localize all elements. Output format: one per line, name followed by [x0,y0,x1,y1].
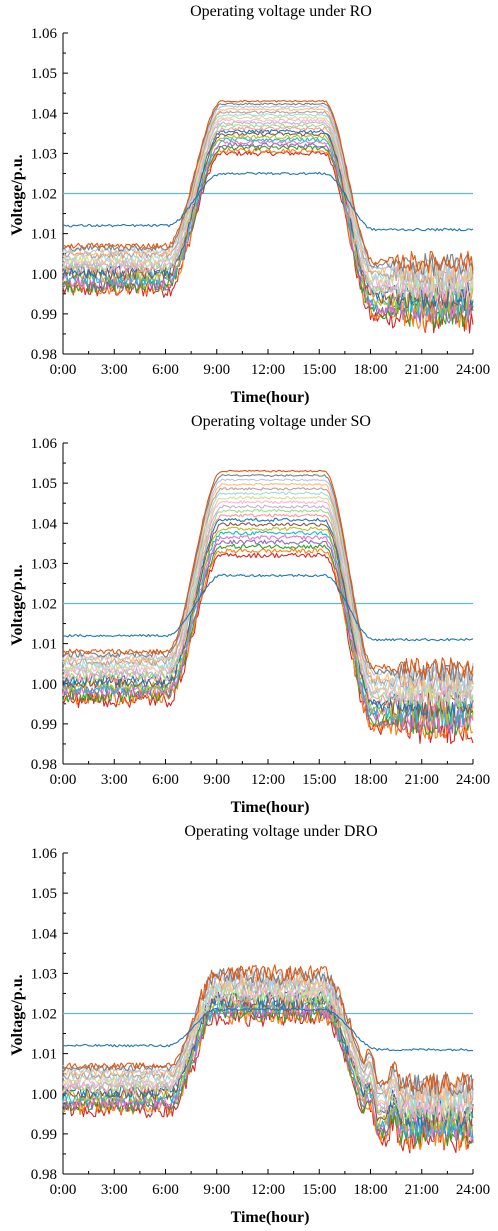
y-tick-label: 1.06 [31,846,58,862]
plot-area: 0.98 0.99 1.00 1.01 1.02 1.03 1.04 1.05 1.06 0:00… [31,436,490,788]
x-tick-label: 12:00 [251,362,285,378]
y-axis-label: Voltage/p.u. [9,154,26,235]
bus-voltage-series [62,521,474,720]
y-tick-label: 0.98 [31,1167,57,1183]
y-tick-label: 0.98 [31,757,57,773]
x-tick-label: 24:00 [456,1182,490,1198]
y-tick-label: 1.04 [31,516,58,532]
x-tick-label: 18:00 [353,772,387,788]
x-tick-label: 15:00 [302,1182,336,1198]
bus-voltage-series [62,495,474,700]
x-tick-label: 0:00 [50,1182,77,1198]
chart-title: Operating voltage under RO [190,3,372,20]
bus-voltage-series [62,491,474,694]
y-tick-label: 1.00 [31,677,57,693]
x-tick-label: 3:00 [101,772,128,788]
x-tick-label: 15:00 [302,362,336,378]
bus-voltage-series [62,474,474,683]
x-tick-label: 21:00 [405,362,439,378]
bus-voltage-series [62,469,474,679]
x-tick-label: 0:00 [50,362,77,378]
y-tick-label: 1.01 [31,227,57,243]
x-axis-label: Time(hour) [231,1209,310,1226]
plot-area: 0.98 0.99 1.00 1.01 1.02 1.03 1.04 1.05 1.06 0:00… [31,846,490,1198]
y-tick-label: 1.05 [31,476,57,492]
bus-voltage-series [62,107,474,283]
x-tick-label: 6:00 [152,772,179,788]
y-tick-label: 1.06 [31,26,58,42]
y-tick-label: 1.05 [31,886,57,902]
bus-voltage-series [62,967,474,1097]
y-tick-label: 1.00 [31,1087,57,1103]
x-tick-label: 18:00 [353,362,387,378]
x-axis-label: Time(hour) [231,799,310,816]
bus-voltage-series [62,123,474,302]
feeder-head-voltage-series [62,171,474,232]
x-tick-label: 3:00 [101,1182,128,1198]
bus-voltage-series [62,543,474,736]
chart-dro: Operating voltage under DRO 0.98 0.99 1.00… [9,823,490,1226]
bus-voltage-series [62,150,474,334]
y-tick-label: 1.04 [31,926,58,942]
x-tick-label: 6:00 [152,1182,179,1198]
x-tick-label: 12:00 [251,1182,285,1198]
x-tick-label: 24:00 [456,362,490,378]
bus-voltage-series [62,530,474,727]
x-tick-label: 6:00 [152,362,179,378]
x-tick-label: 21:00 [405,1182,439,1198]
y-tick-label: 1.02 [31,597,57,613]
y-axis-label: Voltage/p.u. [9,564,26,645]
y-tick-label: 1.04 [31,106,58,122]
bus-voltage-series [62,482,474,690]
x-tick-label: 21:00 [405,772,439,788]
x-tick-label: 15:00 [302,772,336,788]
y-tick-label: 0.98 [31,347,57,363]
x-tick-label: 9:00 [203,362,230,378]
bus-voltage-series [62,110,474,285]
x-tick-label: 12:00 [251,772,285,788]
y-tick-label: 0.99 [31,1127,57,1143]
y-tick-label: 0.99 [31,307,57,323]
bus-voltage-series [62,980,474,1115]
chart-ro: Operating voltage under RO 0.98 0.99 1.00 1… [9,3,490,406]
x-tick-label: 0:00 [50,772,77,788]
chart-title: Operating voltage under SO [191,413,371,430]
y-tick-label: 1.03 [31,146,57,162]
bus-voltage-series [62,139,474,322]
y-tick-label: 1.00 [31,267,57,283]
y-tick-label: 0.99 [31,717,57,733]
feeder-head-voltage-series [62,1007,474,1052]
x-axis-label: Time(hour) [231,389,310,406]
bus-voltage-series [62,121,474,299]
x-tick-label: 9:00 [203,772,230,788]
bus-voltage-series [62,517,474,717]
feeder-head-voltage-series [62,573,474,642]
y-axis-label: Voltage/p.u. [9,974,26,1055]
bus-voltage-series [62,964,474,1093]
x-tick-label: 9:00 [203,1182,230,1198]
plot-area: 0.98 0.99 1.00 1.01 1.02 1.03 1.04 1.05 1.06 0:00… [31,26,490,378]
chart-so: Operating voltage under SO 0.98 0.99 1.00 1… [9,413,490,816]
y-tick-label: 1.03 [31,966,57,982]
x-tick-label: 3:00 [101,362,128,378]
chart-title: Operating voltage under DRO [184,823,377,840]
bus-voltage-series [62,99,474,274]
y-tick-label: 1.02 [31,1007,57,1023]
y-tick-label: 1.05 [31,66,57,82]
y-tick-label: 1.01 [31,637,57,653]
x-tick-label: 24:00 [456,772,490,788]
y-tick-label: 1.01 [31,1047,57,1063]
bus-voltage-series [62,1001,474,1144]
bus-voltage-series [62,535,474,730]
y-tick-label: 1.03 [31,556,57,572]
bus-voltage-series [62,137,474,318]
x-tick-label: 18:00 [353,1182,387,1198]
y-tick-label: 1.06 [31,436,58,452]
y-tick-label: 1.02 [31,187,57,203]
